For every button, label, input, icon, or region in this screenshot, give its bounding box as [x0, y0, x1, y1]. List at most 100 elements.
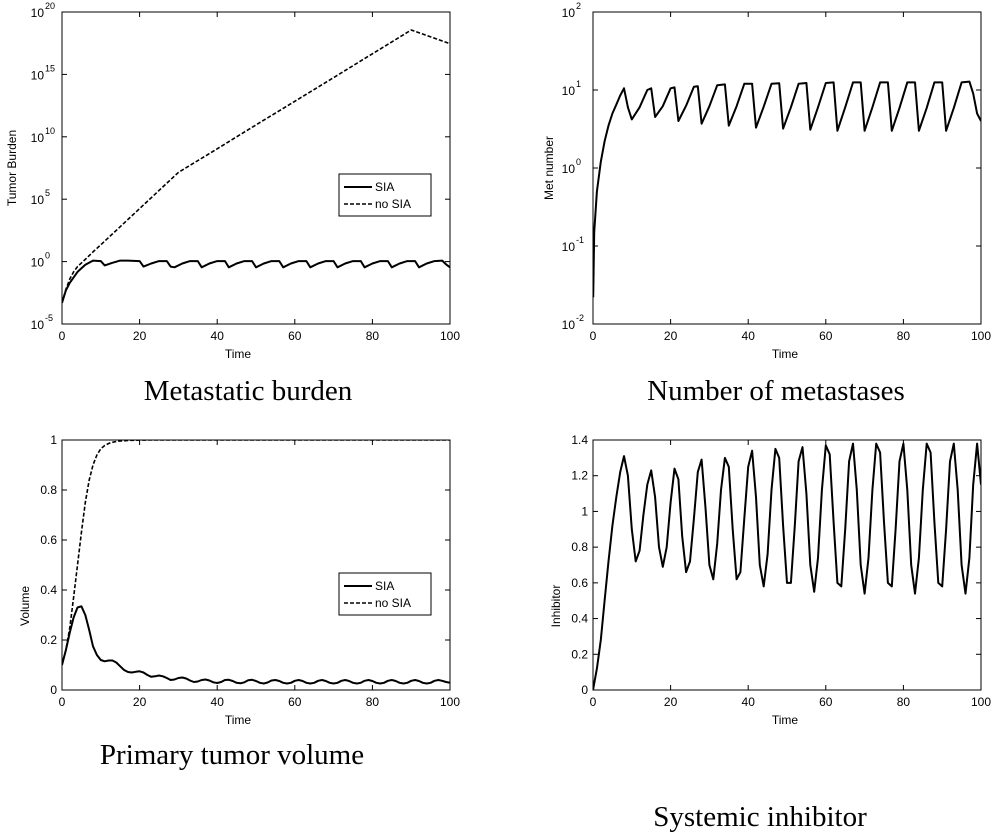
x-tick-label: 80: [897, 329, 911, 343]
x-tick-label: 100: [440, 329, 460, 343]
y-tick-exponent: 0: [45, 251, 50, 261]
x-tick-label: 0: [59, 695, 66, 709]
y-tick-label: 0: [581, 683, 588, 697]
x-tick-label: 20: [133, 695, 147, 709]
primary-tumor-volume-plot: 0 20 40 60 80 100 0 0.2 0.4 0.6 0.8 1 SIA no SIA: [40, 433, 460, 709]
systemic-inhibitor-ylabel: Inhibitor: [549, 585, 563, 628]
x-tick-label: 40: [211, 329, 225, 343]
y-tick-base: 10: [31, 193, 45, 207]
y-tick-exponent: -5: [45, 313, 53, 323]
y-tick-base: 10: [562, 6, 576, 20]
y-tick-exponent: 2: [576, 1, 581, 11]
legend-box: [338, 173, 432, 217]
x-tick-label: 60: [819, 329, 833, 343]
metastatic-burden-ylabel: Tumor Burden: [5, 130, 19, 206]
y-tick-label: 0.2: [571, 647, 588, 661]
volume-axes-box: [61, 439, 451, 691]
burden-axes-box: [61, 11, 451, 325]
x-tick-label: 0: [59, 329, 66, 343]
y-tick-label: 10 20: [31, 1, 55, 20]
y-tick-label: 10 -5: [31, 313, 53, 332]
primary-tumor-volume-xlabel: Time: [225, 713, 252, 727]
legend-label: no SIA: [375, 197, 411, 211]
y-tick-base: 10: [562, 162, 576, 176]
y-tick-label: 0.8: [40, 483, 57, 497]
y-tick-exponent: -2: [576, 313, 584, 323]
y-tick-label: 10 -2: [562, 313, 584, 332]
y-tick-label: 10 0: [31, 251, 50, 270]
y-tick-base: 10: [31, 6, 45, 20]
x-tick-label: 100: [971, 695, 991, 709]
systemic-inhibitor-panel: 0 20 40 60 80 100 0 0.2 0.4 0.6 0.8 1 1.2 1.4 Time In…: [549, 433, 991, 833]
y-tick-label: 0: [50, 683, 57, 697]
number-of-metastases-xlabel: Time: [772, 347, 799, 361]
y-tick-base: 10: [562, 240, 576, 254]
y-tick-exponent: 1: [576, 79, 581, 89]
primary-tumor-volume-ylabel: Volume: [18, 586, 32, 626]
y-tick-label: 10 10: [31, 126, 55, 145]
y-tick-label: 10 1: [562, 79, 581, 98]
primary-tumor-volume-caption: Primary tumor volume: [100, 739, 364, 771]
x-tick-label: 40: [742, 695, 756, 709]
x-tick-label: 0: [590, 329, 597, 343]
y-tick-label: 10 0: [562, 157, 581, 176]
legend-label: no SIA: [375, 596, 411, 610]
y-tick-label: 1: [581, 504, 588, 518]
y-tick-exponent: 0: [576, 157, 581, 167]
systemic-inhibitor-caption: Systemic inhibitor: [653, 801, 867, 833]
y-tick-base: 10: [31, 318, 45, 332]
y-tick-label: 0.2: [40, 633, 57, 647]
y-tick-label: 0.8: [571, 540, 588, 554]
x-tick-label: 80: [897, 695, 911, 709]
y-tick-exponent: -1: [576, 235, 584, 245]
x-tick-label: 80: [366, 695, 380, 709]
y-tick-label: 10 -1: [562, 235, 584, 254]
y-tick-base: 10: [562, 318, 576, 332]
systemic-inhibitor-xlabel: Time: [772, 713, 799, 727]
y-tick-label: 10 5: [31, 188, 50, 207]
inhibitor-axes-box: [592, 439, 982, 691]
y-tick-label: 0.4: [571, 612, 588, 626]
x-tick-label: 0: [590, 695, 597, 709]
legend-label: SIA: [375, 579, 394, 593]
number-of-metastases-ylabel: Met number: [542, 136, 556, 200]
y-tick-label: 1.4: [571, 433, 588, 447]
y-tick-exponent: 15: [45, 63, 55, 73]
x-tick-label: 60: [819, 695, 833, 709]
y-tick-label: 0.6: [40, 533, 57, 547]
sia-series-line: [62, 605, 450, 685]
main-series-line: [593, 80, 981, 298]
metastatic-burden-xlabel: Time: [225, 347, 252, 361]
x-tick-label: 40: [211, 695, 225, 709]
primary-tumor-volume-panel: 0 20 40 60 80 100 0 0.2 0.4 0.6 0.8 1 SIA no SIA Time…: [18, 433, 460, 771]
y-tick-label: 0.6: [571, 576, 588, 590]
y-tick-base: 10: [31, 68, 45, 82]
x-tick-label: 80: [366, 329, 380, 343]
volume-legend: SIA no SIA: [338, 572, 432, 616]
sia-series-line: [62, 259, 450, 304]
x-tick-label: 60: [288, 329, 302, 343]
x-tick-label: 20: [664, 695, 678, 709]
y-tick-base: 10: [31, 131, 45, 145]
y-tick-base: 10: [31, 256, 45, 270]
x-tick-label: 20: [664, 329, 678, 343]
y-tick-label: 0.4: [40, 583, 57, 597]
x-tick-label: 20: [133, 329, 147, 343]
y-tick-exponent: 5: [45, 188, 50, 198]
no-sia-series-line: [62, 29, 450, 304]
x-tick-label: 100: [440, 695, 460, 709]
y-tick-exponent: 10: [45, 126, 55, 136]
number-of-metastases-caption: Number of metastases: [647, 375, 905, 407]
y-tick-exponent: 20: [45, 1, 55, 11]
systemic-inhibitor-plot: 0 20 40 60 80 100 0 0.2 0.4 0.6 0.8 1 1.2 1.4: [571, 433, 991, 709]
y-tick-label: 1.2: [571, 469, 588, 483]
legend-box: [338, 572, 432, 616]
x-tick-label: 100: [971, 329, 991, 343]
metastatic-burden-caption: Metastatic burden: [144, 375, 353, 407]
y-tick-base: 10: [562, 84, 576, 98]
